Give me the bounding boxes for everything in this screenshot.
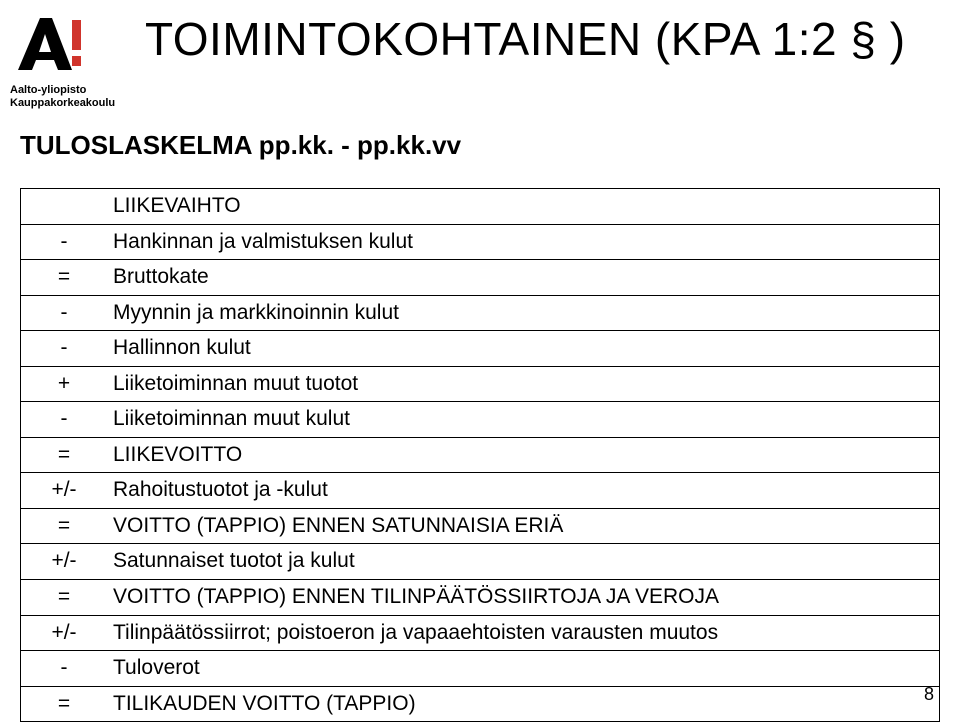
- logo-line1: Aalto-yliopisto: [10, 84, 140, 97]
- row-desc: LIIKEVAIHTO: [107, 189, 939, 224]
- row-desc: Tuloverot: [107, 651, 939, 686]
- table-row: =Bruttokate: [20, 259, 940, 295]
- page-number: 8: [924, 684, 934, 705]
- row-sign: -: [21, 296, 107, 331]
- logo-line2: Kauppakorkeakoulu: [10, 97, 140, 110]
- row-sign: =: [21, 438, 107, 473]
- income-statement-table: LIIKEVAIHTO-Hankinnan ja valmistuksen ku…: [20, 188, 940, 722]
- row-sign: +: [21, 367, 107, 402]
- page-title: TOIMINTOKOHTAINEN (KPA 1:2 § ): [145, 12, 906, 66]
- table-row: =VOITTO (TAPPIO) ENNEN TILINPÄÄTÖSSIIRTO…: [20, 579, 940, 615]
- row-desc: Hallinnon kulut: [107, 331, 939, 366]
- row-desc: Rahoitustuotot ja -kulut: [107, 473, 939, 508]
- row-desc: VOITTO (TAPPIO) ENNEN SATUNNAISIA ERIÄ: [107, 509, 939, 544]
- row-sign: =: [21, 687, 107, 722]
- row-desc: Liiketoiminnan muut tuotot: [107, 367, 939, 402]
- row-desc: Liiketoiminnan muut kulut: [107, 402, 939, 437]
- row-sign: [21, 189, 107, 224]
- slide-page: Aalto-yliopisto Kauppakorkeakoulu TOIMIN…: [0, 0, 960, 723]
- row-desc: VOITTO (TAPPIO) ENNEN TILINPÄÄTÖSSIIRTOJ…: [107, 580, 939, 615]
- table-row: -Myynnin ja markkinoinnin kulut: [20, 295, 940, 331]
- logo-mark: [10, 14, 140, 80]
- logo-text: Aalto-yliopisto Kauppakorkeakoulu: [10, 84, 140, 110]
- row-sign: -: [21, 402, 107, 437]
- row-sign: -: [21, 651, 107, 686]
- page-subtitle: TULOSLASKELMA pp.kk. - pp.kk.vv: [20, 130, 461, 161]
- table-row: -Liiketoiminnan muut kulut: [20, 401, 940, 437]
- table-row: -Hankinnan ja valmistuksen kulut: [20, 224, 940, 260]
- row-desc: Hankinnan ja valmistuksen kulut: [107, 225, 939, 260]
- row-sign: =: [21, 509, 107, 544]
- row-sign: =: [21, 260, 107, 295]
- row-sign: +/-: [21, 616, 107, 651]
- row-desc: Satunnaiset tuotot ja kulut: [107, 544, 939, 579]
- table-row: =TILIKAUDEN VOITTO (TAPPIO): [20, 686, 940, 723]
- table-row: -Hallinnon kulut: [20, 330, 940, 366]
- table-row: =LIIKEVOITTO: [20, 437, 940, 473]
- row-sign: +/-: [21, 544, 107, 579]
- aalto-a-icon: [10, 14, 82, 80]
- table-row: +Liiketoiminnan muut tuotot: [20, 366, 940, 402]
- row-sign: +/-: [21, 473, 107, 508]
- row-desc: Tilinpäätössiirrot; poistoeron ja vapaae…: [107, 616, 939, 651]
- table-row: +/-Rahoitustuotot ja -kulut: [20, 472, 940, 508]
- table-row: LIIKEVAIHTO: [20, 188, 940, 224]
- table-row: =VOITTO (TAPPIO) ENNEN SATUNNAISIA ERIÄ: [20, 508, 940, 544]
- logo-block: Aalto-yliopisto Kauppakorkeakoulu: [10, 14, 140, 110]
- row-desc: Bruttokate: [107, 260, 939, 295]
- row-desc: TILIKAUDEN VOITTO (TAPPIO): [107, 687, 939, 722]
- row-sign: =: [21, 580, 107, 615]
- table-row: -Tuloverot: [20, 650, 940, 686]
- row-sign: -: [21, 225, 107, 260]
- row-desc: Myynnin ja markkinoinnin kulut: [107, 296, 939, 331]
- row-sign: -: [21, 331, 107, 366]
- table-row: +/-Satunnaiset tuotot ja kulut: [20, 543, 940, 579]
- table-row: +/-Tilinpäätössiirrot; poistoeron ja vap…: [20, 615, 940, 651]
- row-desc: LIIKEVOITTO: [107, 438, 939, 473]
